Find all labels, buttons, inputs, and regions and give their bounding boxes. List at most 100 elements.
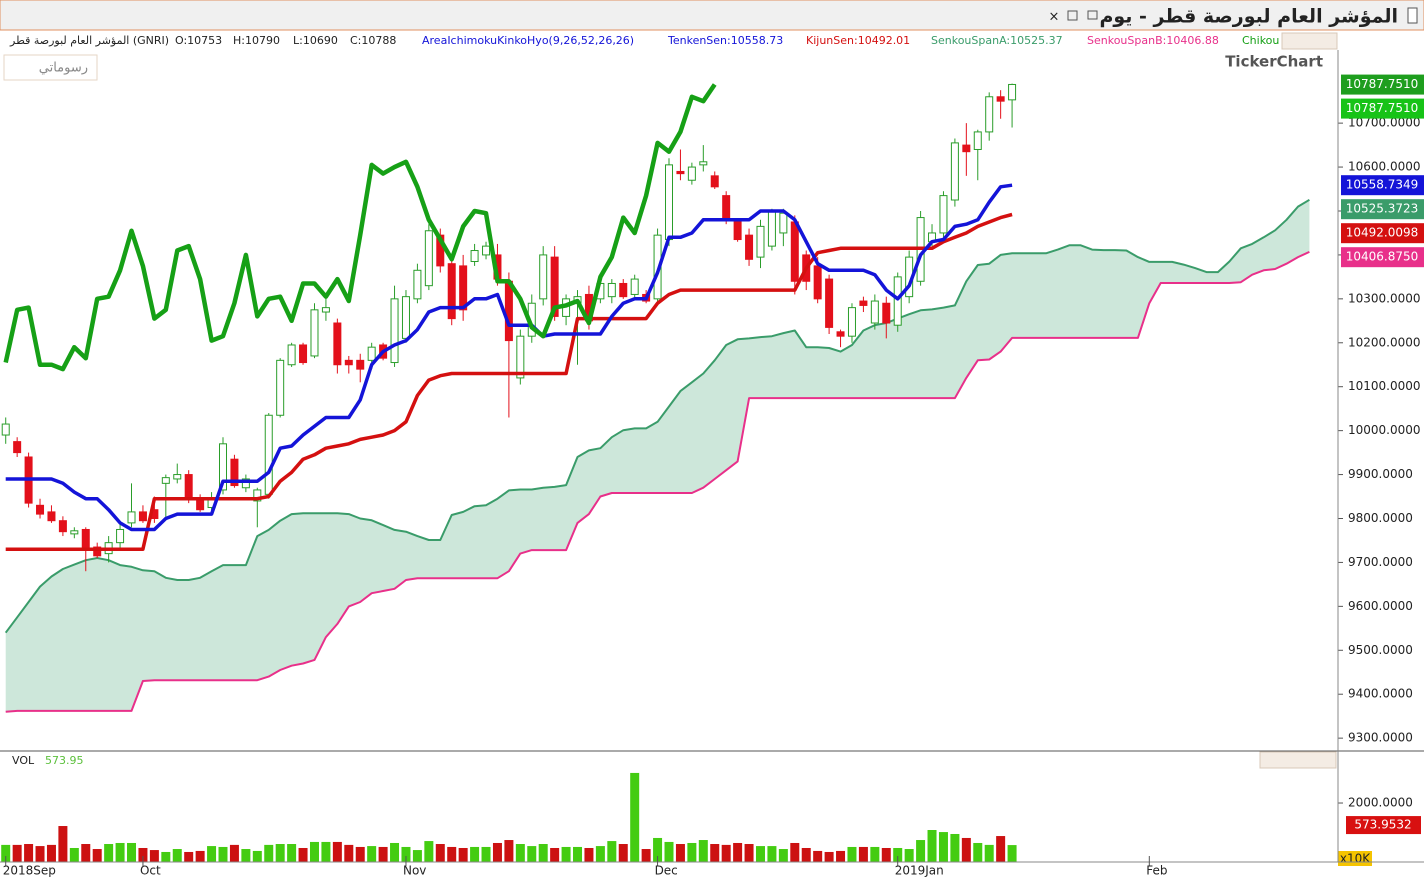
instrument-name: المؤشر العام لبورصة قطر (GNRI)	[9, 34, 169, 47]
candle-body	[813, 265, 822, 300]
candle-body	[81, 528, 90, 550]
x-tick-label: Dec	[655, 864, 678, 878]
volume-bar	[527, 846, 537, 862]
volume-bar	[595, 846, 605, 862]
candle-body	[127, 511, 136, 524]
volume-bar	[115, 842, 125, 862]
candle-body	[619, 282, 628, 298]
y-tick-label: 9500.0000	[1348, 643, 1413, 657]
volume-bar	[344, 844, 354, 862]
candle-body	[767, 210, 776, 247]
volume-bar	[1007, 845, 1017, 862]
last-value-label: 10525.3723	[1346, 202, 1419, 216]
volume-legend-value: 573.95	[45, 754, 84, 767]
checkbox[interactable]	[1407, 7, 1418, 24]
tenkan-sen	[5, 183, 1013, 532]
candle-body	[447, 263, 456, 320]
y-tick-label: 10100.0000	[1348, 379, 1421, 393]
candle-body	[93, 546, 102, 557]
indicator-legend: KijunSen:10492.01	[806, 34, 910, 47]
candle-body	[310, 309, 319, 357]
unit-label: x10K	[1340, 852, 1371, 866]
last-value-label: 10406.8750	[1346, 250, 1419, 264]
candle-body	[287, 344, 296, 366]
candle-body	[219, 443, 227, 491]
candle-body	[401, 296, 410, 339]
volume-bar	[675, 844, 685, 862]
volume-bar	[138, 847, 148, 862]
volume-bar	[172, 849, 182, 862]
volume-bar	[12, 844, 22, 862]
volume-bar	[470, 846, 480, 862]
volume-bar	[653, 837, 663, 862]
volume-bar	[973, 842, 983, 862]
volume-bar	[367, 846, 377, 862]
volume-bar	[35, 846, 45, 862]
kijun-sen	[5, 212, 1013, 551]
candle-body	[550, 256, 559, 317]
candle-body	[13, 441, 22, 454]
volume-bar	[264, 844, 274, 862]
candle-body	[699, 161, 708, 166]
volume-bar	[733, 842, 743, 862]
volume-bar	[1, 844, 11, 862]
volume-bar	[938, 832, 948, 862]
window-title: المؤشر العام لبورصة قطر - يوم	[1099, 6, 1398, 28]
candle-body	[779, 212, 788, 234]
y-tick-label: 9900.0000	[1348, 467, 1413, 481]
ohlc-high: H:10790	[233, 34, 280, 47]
close-button[interactable]: ×	[1049, 10, 1060, 25]
candle-body	[665, 164, 673, 241]
restore-button[interactable]	[1067, 10, 1078, 21]
volume-bar	[184, 851, 194, 862]
drawings-button[interactable]	[3, 54, 98, 81]
candle-body	[253, 489, 262, 502]
pane-buttons[interactable]	[1281, 32, 1338, 50]
candle-body	[459, 265, 468, 311]
volume-bar	[996, 836, 1006, 862]
minimize-button[interactable]	[1087, 10, 1098, 20]
candle-body	[321, 307, 330, 313]
candle-body	[470, 250, 479, 263]
price-pane: 9300.0000 9400.0000 9500.0000 9600.0000 9700…	[1, 74, 1424, 745]
y-tick-label: 9300.0000	[1348, 731, 1413, 745]
volume-bar	[92, 849, 102, 862]
candle-body	[687, 166, 696, 181]
last-value-label: 10558.7349	[1346, 178, 1419, 192]
volume-bar	[332, 841, 342, 862]
y-tick-label: 10300.0000	[1348, 291, 1421, 305]
volume-bar	[161, 851, 171, 862]
candle-body	[939, 195, 948, 234]
volume-bar	[241, 849, 251, 862]
volume-bar	[104, 844, 114, 862]
candle-body	[299, 344, 308, 364]
volume-bar	[24, 844, 34, 862]
indicator-legend: SenkouSpanA:10525.37	[931, 34, 1063, 47]
candle-body	[973, 131, 982, 150]
last-value-box	[1341, 199, 1424, 220]
volume-bar	[698, 840, 708, 862]
volume-pane-buttons[interactable]	[1259, 751, 1337, 769]
volume-bar	[607, 841, 617, 862]
last-value-label: 10787.7510	[1346, 101, 1419, 115]
volume-bar	[149, 850, 159, 862]
candle-body	[241, 478, 250, 489]
volume-bar	[218, 846, 228, 862]
volume-bar	[630, 772, 640, 862]
candle-body	[733, 221, 742, 241]
candle-body	[722, 195, 731, 221]
chikou-span	[3, 83, 717, 372]
candle-body	[138, 511, 147, 522]
drawings-label[interactable]: رسوماتي	[39, 61, 88, 76]
candle-body	[70, 530, 79, 535]
candle-body	[836, 331, 845, 337]
volume-bar	[458, 847, 468, 862]
candle-body	[847, 307, 856, 337]
volume-bar	[813, 850, 823, 862]
y-tick-label: 2000.0000	[1348, 796, 1413, 810]
last-value-label: 10492.0098	[1346, 226, 1419, 240]
x-tick-label: 2018Sep	[3, 864, 56, 878]
y-tick-label: 9400.0000	[1348, 687, 1413, 701]
